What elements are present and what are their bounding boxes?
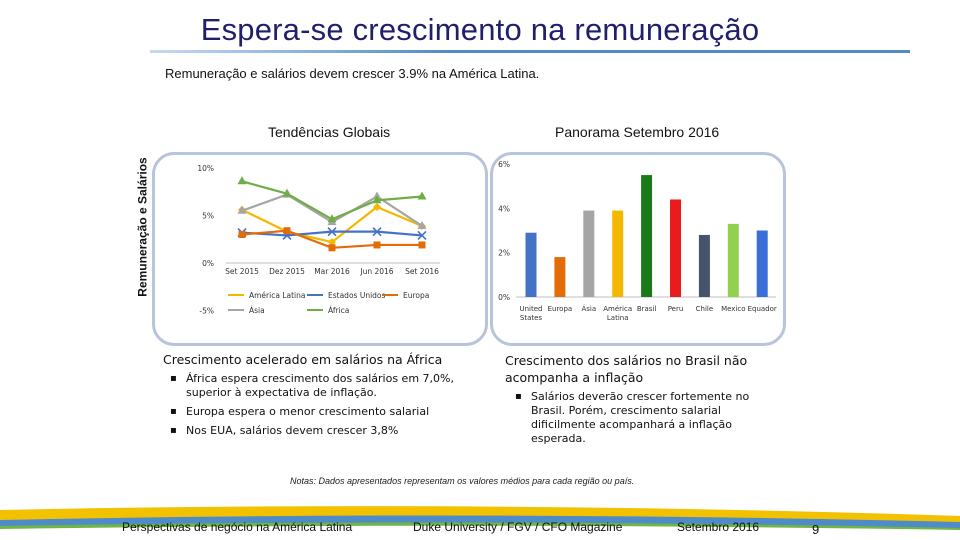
data-point [327, 214, 337, 223]
data-point [417, 220, 427, 229]
category-label: Ásia [581, 304, 596, 313]
category-label: United [520, 305, 543, 313]
bar-4 [641, 175, 653, 297]
data-point [373, 202, 381, 211]
category-label: Brasil [637, 305, 657, 313]
y-tick-label: 5% [202, 212, 214, 221]
page-subtitle: Remuneração e salários devem crescer 3.9… [165, 66, 540, 81]
bar-8 [756, 230, 768, 297]
category-label: Chile [696, 305, 714, 313]
y-tick-label: 4% [498, 204, 510, 213]
bar-6 [698, 234, 710, 297]
page-number: 9 [812, 522, 820, 537]
bullet-item: Europa espera o menor crescimento salari… [170, 405, 470, 419]
y-tick-label: 0% [202, 259, 214, 268]
bar-5 [670, 199, 681, 297]
bar-0 [525, 232, 537, 297]
data-point [373, 241, 381, 249]
bullet-item: Salários deverão crescer fortemente no B… [515, 390, 785, 446]
legend-label: Ásia [249, 306, 265, 315]
footer-band [0, 506, 960, 540]
x-tick-label: Set 2015 [225, 267, 259, 276]
y-tick-label: 10% [197, 164, 214, 173]
data-point [328, 238, 336, 247]
category-label: América [603, 305, 632, 313]
footer-middle: Duke University / FGV / CFO Magazine [413, 520, 623, 534]
bar-3 [612, 210, 624, 297]
legend-label: África [328, 306, 349, 315]
data-point [237, 176, 247, 185]
x-tick-label: Mar 2016 [314, 267, 350, 276]
data-point [372, 195, 382, 204]
data-point [327, 227, 337, 237]
bar-chart-frame [490, 152, 786, 346]
category-label: Peru [668, 305, 684, 313]
notes: Notas: Dados apresentados representam os… [290, 476, 635, 486]
bar-chart-title: Panorama Setembro 2016 [555, 124, 720, 140]
legend-label: Estados Unidos [328, 291, 385, 300]
x-tick-label: Jun 2016 [359, 267, 393, 276]
category-label: Europa [548, 305, 573, 313]
y-tick-label: 6% [498, 160, 510, 169]
category-label: Latina [607, 314, 629, 322]
africa-heading: Crescimento acelerado em salários na Áfr… [163, 352, 443, 367]
data-point [418, 241, 426, 249]
africa-bullets: África espera crescimento dos salários e… [170, 372, 470, 443]
y-tick-label: -5% [199, 307, 214, 316]
data-point [237, 205, 247, 214]
bullet-item: Nos EUA, salários devem crescer 3,8% [170, 424, 470, 438]
footer-right: Setembro 2016 [677, 520, 760, 534]
footer-white-band [0, 525, 960, 540]
data-point [238, 231, 246, 238]
category-label: States [520, 314, 543, 322]
brazil-heading: Crescimento dos salários no Brasil não a… [505, 353, 748, 385]
y-tick-label: 0% [498, 293, 510, 302]
bar-2 [583, 210, 595, 297]
data-point [417, 191, 427, 200]
legend-label: Europa [403, 291, 429, 300]
brazil-bullets: Salários deverão crescer fortemente no B… [515, 390, 785, 446]
y-tick-label: 2% [498, 249, 510, 258]
line-chart-frame [152, 152, 488, 346]
x-tick-label: Set 2016 [405, 267, 439, 276]
data-point [372, 227, 382, 237]
x-tick-label: Dez 2015 [269, 267, 305, 276]
title-divider [150, 50, 910, 53]
line-chart-title: Tendências Globais [268, 124, 391, 140]
data-point [282, 188, 292, 197]
legend-label: América Latina [249, 291, 305, 300]
category-label: Mexico [721, 305, 745, 313]
data-point [328, 244, 336, 252]
bullet-item: África espera crescimento dos salários e… [170, 372, 470, 400]
data-point [283, 227, 291, 235]
category-label: Equador [748, 305, 777, 313]
page-title: Espera-se crescimento na remuneração [200, 12, 760, 47]
bar-7 [727, 223, 739, 297]
data-point [417, 230, 427, 241]
bar-1 [554, 257, 566, 297]
footer-left: Perspectivas de negócio na América Latin… [122, 520, 353, 534]
